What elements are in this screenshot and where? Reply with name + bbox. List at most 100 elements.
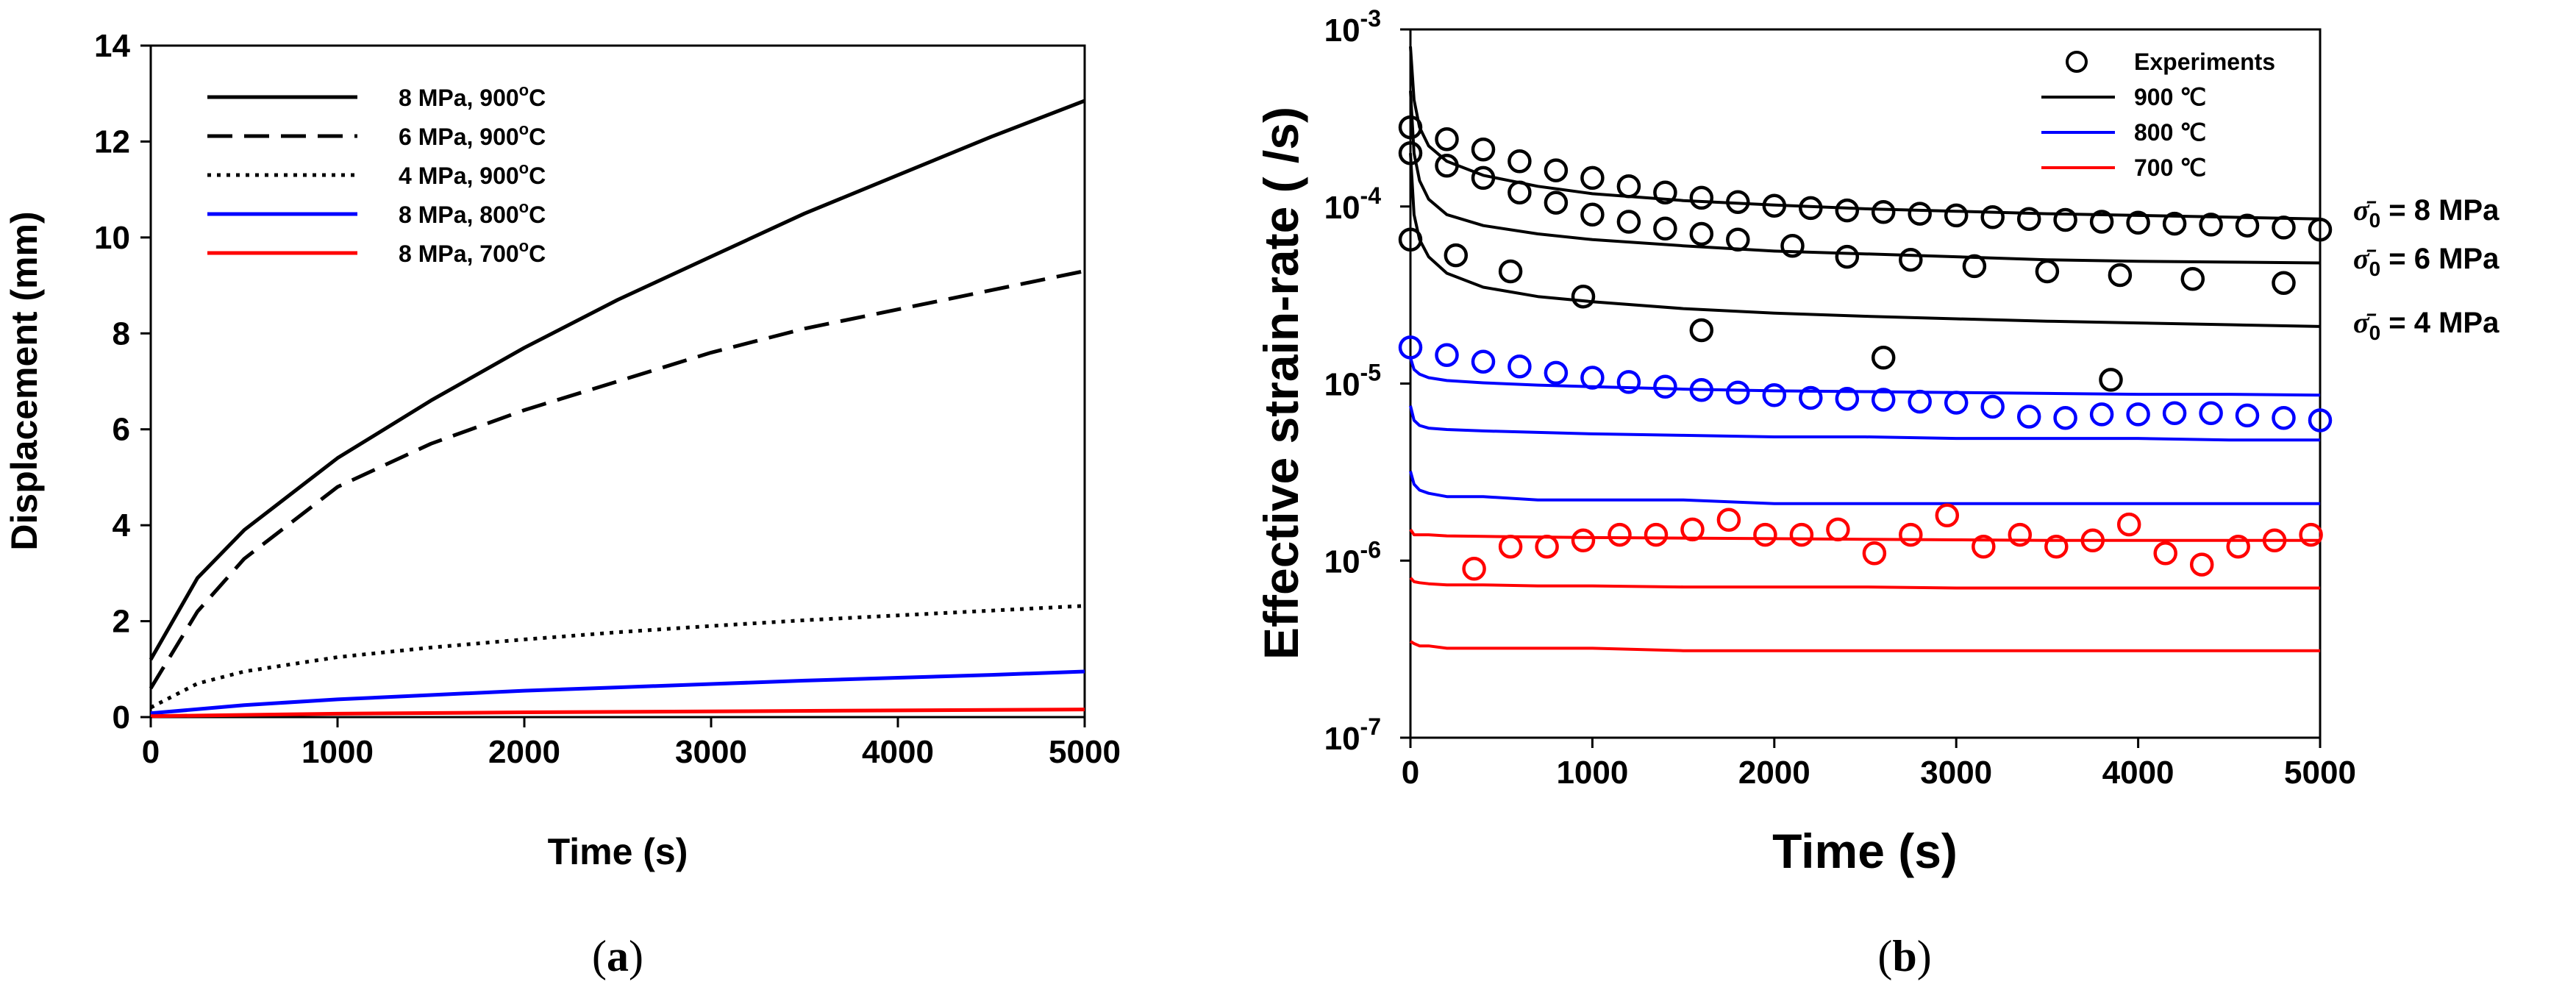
panel-a-y-tick-label-6: 12 (94, 124, 130, 160)
panel-a-plot-frame (149, 44, 1086, 719)
panel-b-legend-label-2: 800 ℃ (2134, 119, 2206, 146)
panel-b-exp-point-4-18 (2116, 512, 2141, 537)
panel-b-exp-point-4-2 (1535, 534, 1559, 559)
panel-a-y-axis-label: Displacement (mm) (4, 211, 45, 550)
panel-b-exp-point-1-15 (2108, 263, 2133, 288)
panel-b-exp-point-4-23 (2299, 522, 2323, 547)
panel-b-model-line-6 (1409, 528, 2320, 542)
panel-b-exp-point-4-5 (1644, 522, 1669, 547)
panel-b-y-tick-label-0: 10-3 (1324, 5, 1381, 49)
panel-b-exp-point-0-4 (1544, 158, 1569, 182)
panel-b-exp-point-0-2 (1471, 137, 1496, 162)
panel-b-x-tick-label-1: 1000 (1556, 755, 1628, 791)
panel-b-exp-point-1-12 (1899, 247, 1923, 272)
panel-a-caption: (a) (592, 932, 643, 980)
panel-b-x-tick-label-2: 2000 (1738, 755, 1810, 791)
panel-a-y-tick-label-5: 10 (94, 220, 130, 256)
panel-b-x-tick-label-4: 4000 (2102, 755, 2174, 791)
panel-b-exp-point-0-6 (1616, 174, 1641, 199)
panel-b-exp-point-2-3 (1571, 284, 1596, 309)
panel-b-exp-point-3-12 (1835, 386, 1860, 411)
panel-b-exp-point-0-22 (2199, 213, 2223, 237)
panel-b-x-tick-label-5: 5000 (2284, 755, 2356, 791)
panel-b-y-tick-label-3: 10-6 (1324, 536, 1381, 580)
panel-b-y-tick-label-4: 10-7 (1324, 713, 1381, 757)
panel-b-exp-point-0-14 (1908, 202, 1932, 226)
panel-b-exp-point-0-8 (1689, 185, 1714, 210)
panel-b-y-tick-label-1: 10-4 (1324, 182, 1382, 226)
panel-b-x-tick-label-0: 0 (1402, 755, 1419, 791)
panel-a-x-axis-label: Time (s) (548, 831, 688, 872)
panel-b-exp-point-3-15 (1944, 391, 1969, 415)
panel-b-exp-point-4-13 (1935, 503, 1960, 528)
panel-b-exp-point-0-12 (1835, 198, 1860, 223)
panel-a-x-tick-label-1: 1000 (302, 734, 374, 770)
panel-b-model-line-8 (1409, 640, 2320, 652)
panel-b-exp-point-4-10 (1826, 517, 1850, 542)
panel-b-exp-point-4-12 (1899, 522, 1923, 547)
panel-b-exp-point-0-5 (1580, 165, 1605, 190)
panel-b-exp-point-0-0 (1398, 115, 1423, 140)
panel-b-exp-point-3-3 (1508, 354, 1532, 379)
panel-a-y-tick-label-2: 4 (113, 507, 131, 544)
panel-b-caption: (b) (1877, 932, 1931, 980)
panel-b-exp-point-0-17 (2016, 207, 2041, 231)
panel-b-exp-point-1-14 (2035, 259, 2060, 284)
panel-a-series-4 (150, 708, 1085, 719)
panel-b-legend-label-3: 700 ℃ (2134, 154, 2206, 181)
panel-b-exp-point-0-20 (2126, 210, 2150, 235)
panel-b-experiment-series-0 (1398, 115, 2333, 242)
panel-b-exp-point-3-17 (2016, 405, 2041, 429)
panel-b-exp-point-1-11 (1835, 244, 1860, 269)
panel-a-x-tick-label-2: 2000 (488, 734, 560, 770)
panel-b-exp-point-3-18 (2053, 405, 2077, 430)
panel-b-exp-point-2-0 (1398, 227, 1423, 252)
panel-b-exp-point-0-24 (2272, 215, 2296, 240)
panel-a-x-tick-label-0: 0 (142, 734, 160, 770)
panel-b-exp-point-3-21 (2162, 401, 2187, 426)
panel-b-stress-annotation-0: σ̄0 = 8 MPa (2353, 193, 2500, 232)
panel-b-exp-point-1-3 (1508, 180, 1532, 204)
panel-b-exp-point-1-10 (1780, 233, 1805, 258)
panel-b-legend-label-0: Experiments (2134, 49, 2275, 75)
panel-b-exp-point-4-4 (1608, 522, 1632, 547)
panel-a-series-1 (149, 269, 1085, 690)
panel-b-exp-point-3-13 (1871, 388, 1896, 412)
panel-a-y-tick-label-4: 8 (113, 316, 130, 352)
panel-a-y-tick-label-1: 2 (113, 604, 130, 640)
panel-b-exp-point-0-13 (1871, 200, 1896, 224)
panel-b-exp-point-1-16 (2180, 266, 2205, 291)
panel-b-exp-point-4-15 (2008, 522, 2033, 547)
panel-b-experiment-series-1 (1398, 141, 2296, 295)
panel-b-exp-point-4-20 (2189, 552, 2214, 577)
panel-b-model-line-1 (1409, 90, 2321, 265)
panel-b-exp-point-3-1 (1435, 343, 1459, 367)
panel-b-exp-point-1-5 (1580, 202, 1605, 227)
panel-b-exp-point-4-14 (1972, 534, 1996, 559)
panel-a-x-tick-label-4: 4000 (862, 734, 934, 770)
panel-a-y-tick-label-0: 0 (113, 699, 130, 735)
panel-b-model-line-4 (1409, 405, 2320, 442)
panel-b-exp-point-1-9 (1726, 227, 1750, 252)
panel-b-exp-point-3-23 (2235, 403, 2260, 428)
panel-b-exp-point-4-11 (1862, 541, 1887, 566)
panel-b-exp-point-0-16 (1980, 205, 2005, 229)
panel-b-exp-point-1-17 (2272, 271, 2296, 295)
panel-a-legend-label-2: 4 MPa, 900oC (399, 159, 546, 189)
panel-b-y-axis-label: Effective strain-rate ( /s) (1254, 107, 1308, 660)
panel-b-exp-point-1-6 (1616, 210, 1641, 234)
panel-b-exp-point-2-2 (1498, 259, 1523, 284)
panel-b-exp-point-2-5 (1871, 346, 1896, 370)
panel-b-exp-point-3-2 (1471, 349, 1496, 374)
panel-b-stress-annotation-2: σ̄0 = 4 MPa (2353, 306, 2500, 344)
panel-b-exp-point-3-14 (1908, 389, 1932, 414)
panel-b-exp-point-4-8 (1753, 522, 1777, 547)
panel-b-exp-point-0-23 (2235, 213, 2260, 238)
panel-b-exp-point-3-22 (2199, 401, 2223, 426)
panel-b-experiment-series-2 (1398, 227, 2123, 392)
panel-b-exp-point-3-9 (1726, 380, 1750, 405)
panel-b-exp-point-3-4 (1544, 360, 1569, 385)
panel-b-exp-point-0-10 (1762, 193, 1787, 218)
panel-b-exp-point-3-7 (1653, 374, 1677, 399)
panel-b-exp-point-1-2 (1471, 165, 1496, 190)
